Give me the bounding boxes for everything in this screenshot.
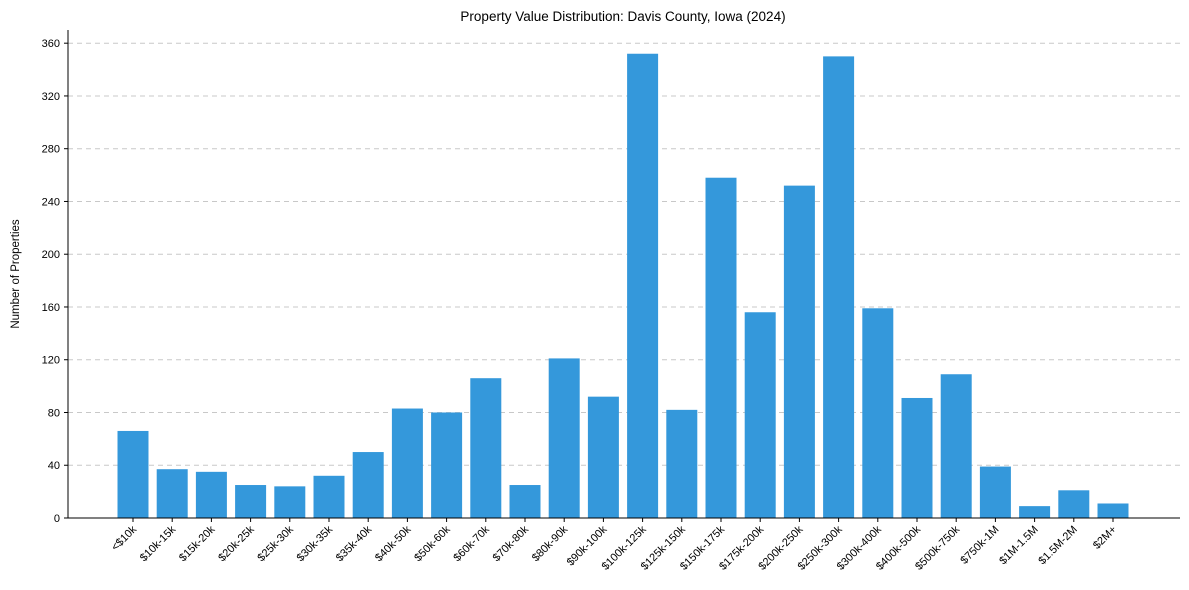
x-tick-label: $10k-15k [138,523,179,564]
x-axis-ticks: <$10k$10k-15k$15k-20k$20k-25k$25k-30k$30… [109,518,1119,573]
bar-$1M-1.5M [1019,506,1051,518]
bar-<$10k [117,430,149,518]
bar-$750k-1M [979,466,1011,518]
x-tick-label: $50k-60k [412,523,453,564]
y-tick-label: 280 [42,144,60,156]
y-tick-label: 200 [42,249,60,261]
x-tick-label: $1M-1.5M [997,524,1041,568]
y-tick-label: 320 [42,91,60,103]
bar-$2M+ [1097,503,1129,518]
x-tick-label: $30k-35k [295,523,336,564]
bar-$100k-125k [627,53,659,518]
x-tick-label: $60k-70k [451,523,492,564]
bar-$400k-500k [901,397,933,518]
y-gridlines [68,42,1180,466]
y-tick-label: 360 [42,38,60,50]
axes [67,30,1180,519]
bar-$500k-750k [940,374,972,518]
x-tick-label: $80k-90k [530,523,571,564]
bar-$175k-200k [744,312,776,518]
x-tick-label: $40k-50k [373,523,414,564]
x-tick-label: $2M+ [1091,524,1119,552]
bars [117,53,1129,518]
chart-title: Property Value Distribution: Davis Count… [460,9,785,24]
x-tick-label: $35k-40k [334,523,375,564]
bar-$35k-40k [352,452,384,518]
bar-$300k-400k [862,308,894,518]
bar-$15k-20k [195,471,227,518]
bar-$30k-35k [313,475,345,518]
bar-$50k-60k [431,412,463,518]
bar-$200k-250k [783,185,815,518]
y-tick-label: 40 [48,460,60,472]
bar-$40k-50k [391,408,423,518]
bar-$60k-70k [470,378,502,518]
y-tick-label: 0 [54,513,60,525]
bar-$125k-150k [666,409,698,518]
bar-$90k-100k [587,396,619,518]
bar-$1.5M-2M [1058,490,1090,518]
x-tick-label: $750k-1M [958,524,1001,567]
bar-$150k-175k [705,177,737,518]
x-tick-label: $1.5M-2M [1036,524,1080,568]
y-tick-label: 160 [42,302,60,314]
y-tick-label: 120 [42,355,60,367]
x-tick-label: $15k-20k [177,523,218,564]
x-tick-label: $70k-80k [491,523,532,564]
bar-$250k-300k [823,56,855,518]
x-tick-label: <$10k [109,523,139,553]
y-axis-label: Number of Properties [10,219,22,329]
y-axis-ticks: 0 40 80 120 160 200 240 280 320 360 [42,38,68,525]
bar-$25k-30k [274,486,306,518]
bar-$70k-80k [509,485,541,518]
bar-$10k-15k [156,469,188,518]
x-tick-label: $20k-25k [216,523,257,564]
bar-$20k-25k [235,485,267,518]
bar-$80k-90k [548,358,580,518]
y-tick-label: 80 [48,407,60,419]
y-tick-label: 240 [42,196,60,208]
x-tick-label: $25k-30k [255,523,296,564]
